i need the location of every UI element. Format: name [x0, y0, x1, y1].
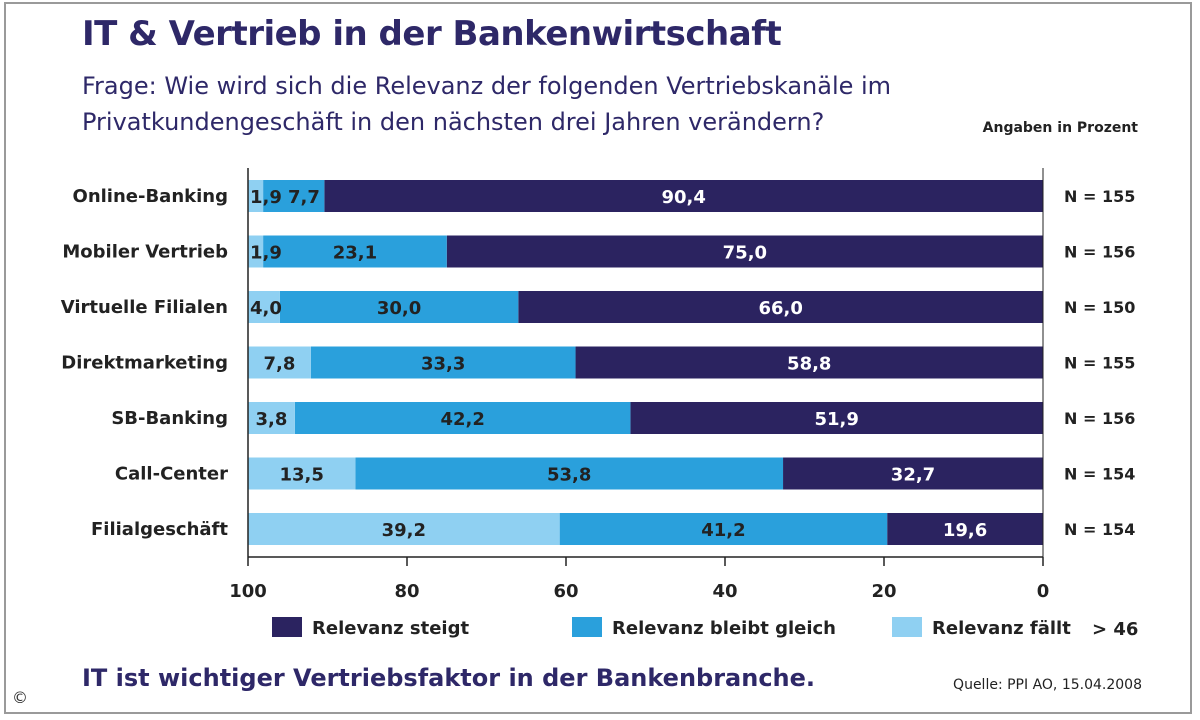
copyright-icon: © [12, 688, 28, 707]
value-label-steigt: 66,0 [758, 298, 802, 319]
bar-segment-steigt [575, 346, 1043, 379]
legend-steigt-swatch [272, 617, 302, 637]
value-label-faellt: 13,5 [279, 465, 323, 486]
unit-note: Angaben in Prozent [982, 120, 1138, 136]
x-tick-label: 20 [871, 581, 896, 602]
bar-segment-faellt [248, 402, 295, 434]
bar-segment-gleich [310, 346, 576, 379]
value-label-faellt: 1,9 [250, 187, 282, 208]
value-label-faellt: 39,2 [382, 520, 426, 541]
value-label-gleich: 23,1 [333, 243, 377, 264]
value-label-faellt: 3,8 [256, 409, 288, 430]
question-line-1: Frage: Wie wird sich die Relevanz der fo… [82, 72, 892, 100]
value-label-gleich: 33,3 [421, 354, 465, 375]
question-line-2: Privatkundengeschäft in den nächsten dre… [82, 108, 825, 136]
category-label: Mobiler Vertrieb [62, 242, 228, 263]
value-label-steigt: 58,8 [787, 354, 831, 375]
n-label: N = 150 [1064, 298, 1135, 317]
chart-frame [4, 2, 1192, 714]
x-tick-label: 0 [1037, 581, 1050, 602]
value-label-steigt: 75,0 [723, 243, 767, 264]
category-label: Call-Center [115, 464, 228, 485]
value-label-faellt: 4,0 [250, 298, 282, 319]
value-label-steigt: 90,4 [661, 187, 705, 208]
value-label-steigt: 32,7 [891, 465, 935, 486]
bar-segment-steigt [630, 402, 1043, 434]
bar-segment-gleich [559, 513, 888, 545]
bar-segment-faellt [248, 513, 560, 545]
bar-segment-gleich [355, 457, 784, 490]
n-label: N = 155 [1064, 187, 1135, 206]
legend-faellt-swatch [892, 617, 922, 637]
x-tick-label: 40 [712, 581, 737, 602]
bar-segment-faellt [248, 346, 311, 379]
category-label: SB-Banking [111, 408, 228, 429]
category-label: Virtuelle Filialen [61, 297, 228, 318]
value-label-gleich: 41,2 [701, 520, 745, 541]
value-label-steigt: 19,6 [943, 520, 987, 541]
bar-segment-faellt [248, 180, 264, 212]
bar-segment-gleich [263, 180, 325, 212]
x-tick-label: 100 [229, 581, 267, 602]
x-tick-label: 60 [553, 581, 578, 602]
bar-segment-gleich [263, 235, 447, 268]
category-label: Filialgeschäft [91, 519, 228, 540]
bar-segment-steigt [446, 235, 1043, 268]
bar-segment-steigt [887, 513, 1043, 545]
legend-faellt-label: Relevanz fällt [932, 618, 1071, 639]
legend-gleich-label: Relevanz bleibt gleich [612, 618, 836, 639]
legend-steigt-label: Relevanz steigt [312, 618, 469, 639]
bar-segment-steigt [518, 291, 1043, 323]
n-label: N = 154 [1064, 520, 1135, 539]
bar-segment-steigt [783, 457, 1043, 490]
footer-headline: IT ist wichtiger Vertriebsfaktor in der … [82, 664, 816, 692]
n-label: N = 154 [1064, 465, 1135, 484]
n-label: N = 156 [1064, 409, 1135, 428]
bar-segment-gleich [279, 291, 519, 323]
bar-segment-faellt [248, 235, 264, 268]
n-label: N = 156 [1064, 243, 1135, 262]
value-label-gleich: 42,2 [440, 409, 484, 430]
chart-title: IT & Vertrieb in der Bankenwirtschaft [82, 14, 782, 54]
value-label-gleich: 7,7 [288, 187, 320, 208]
source-note: Quelle: PPI AO, 15.04.2008 [953, 677, 1142, 693]
legend-gleich-swatch [572, 617, 602, 637]
value-label-gleich: 53,8 [547, 465, 591, 486]
value-label-gleich: 30,0 [377, 298, 421, 319]
bar-segment-faellt [248, 457, 356, 490]
value-label-faellt: 1,9 [250, 243, 282, 264]
legend-extra-note: > 46 [1092, 619, 1138, 640]
bar-segment-steigt [324, 180, 1043, 212]
bar-segment-faellt [248, 291, 280, 323]
category-label: Direktmarketing [61, 353, 228, 374]
value-label-steigt: 51,9 [814, 409, 858, 430]
value-label-faellt: 7,8 [263, 354, 295, 375]
bar-segment-gleich [294, 402, 631, 434]
n-label: N = 155 [1064, 354, 1135, 373]
category-label: Online-Banking [73, 186, 228, 207]
x-tick-label: 80 [394, 581, 419, 602]
